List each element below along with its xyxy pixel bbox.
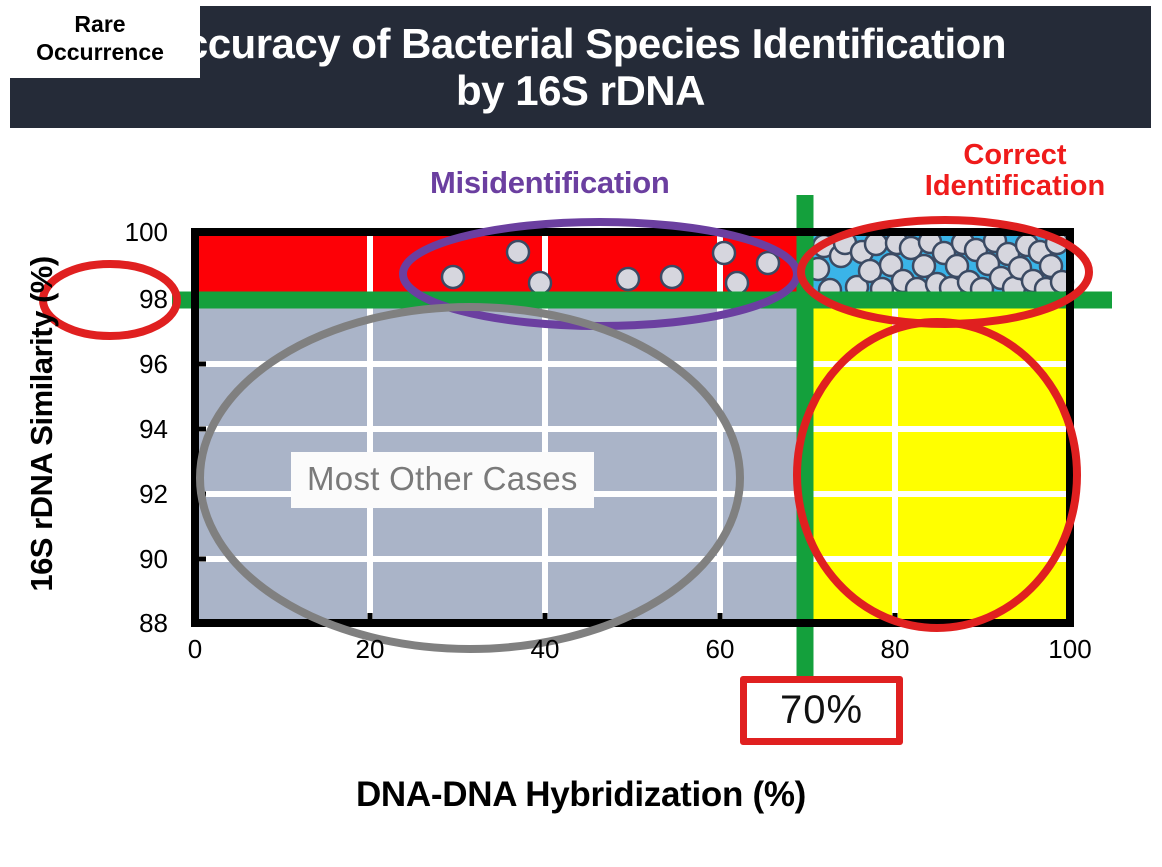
annotation-label-most-other-cases: Most Other Cases — [291, 452, 594, 508]
data-point — [863, 231, 889, 257]
y-tick-label-88: 88 — [139, 608, 168, 638]
x-tick-label-20: 20 — [355, 634, 385, 664]
annotation-label-correct-identification: Correct Identification — [924, 139, 1106, 203]
data-point — [911, 253, 937, 279]
data-point — [944, 253, 970, 279]
x-tick-label-40: 40 — [530, 634, 560, 664]
x-axis-title: DNA-DNA Hybridization (%) — [355, 775, 807, 814]
y-tick-label-94: 94 — [139, 414, 168, 444]
annotation-ellipse-most-other-cases — [196, 303, 744, 653]
y-tick-label-92: 92 — [139, 479, 168, 509]
annotation-label-misidentification: Misidentification — [430, 165, 670, 200]
annotation-circle-y-threshold — [39, 260, 181, 340]
x-tick-label-60: 60 — [705, 634, 735, 664]
x-tick-label-0: 0 — [187, 634, 203, 664]
annotation-label-rare-occurrence: Rare Occurrence — [0, 0, 200, 79]
data-point — [659, 264, 685, 290]
data-point — [711, 240, 737, 266]
x-tick-label-80: 80 — [880, 634, 910, 664]
data-point — [755, 250, 781, 276]
threshold-callout-value: 70% — [779, 688, 864, 732]
threshold-callout-box: 70% — [740, 676, 903, 745]
title-banner: Accuracy of Bacterial Species Identifica… — [10, 6, 1151, 128]
data-point — [440, 264, 466, 290]
data-point — [724, 270, 750, 296]
data-points-correct-identification — [805, 228, 1075, 303]
annotation-circle-rare-occurrence — [793, 318, 1081, 632]
data-point — [615, 266, 641, 292]
y-tick-label-90: 90 — [139, 544, 168, 574]
region-rare-occurrence — [805, 300, 1070, 623]
region-misidentification — [195, 232, 805, 300]
page-title: Accuracy of Bacterial Species Identifica… — [155, 19, 1006, 114]
data-point — [878, 252, 904, 278]
y-tick-label-96: 96 — [139, 349, 168, 379]
data-points-misidentification — [440, 239, 781, 296]
data-point — [505, 239, 531, 265]
y-axis-title: 16S rDNA Similarity (%) — [24, 256, 59, 592]
y-tick-label-98: 98 — [139, 284, 168, 314]
y-tick-label-100: 100 — [124, 217, 168, 247]
data-point — [527, 270, 553, 296]
x-tick-label-100: 100 — [1048, 634, 1092, 664]
